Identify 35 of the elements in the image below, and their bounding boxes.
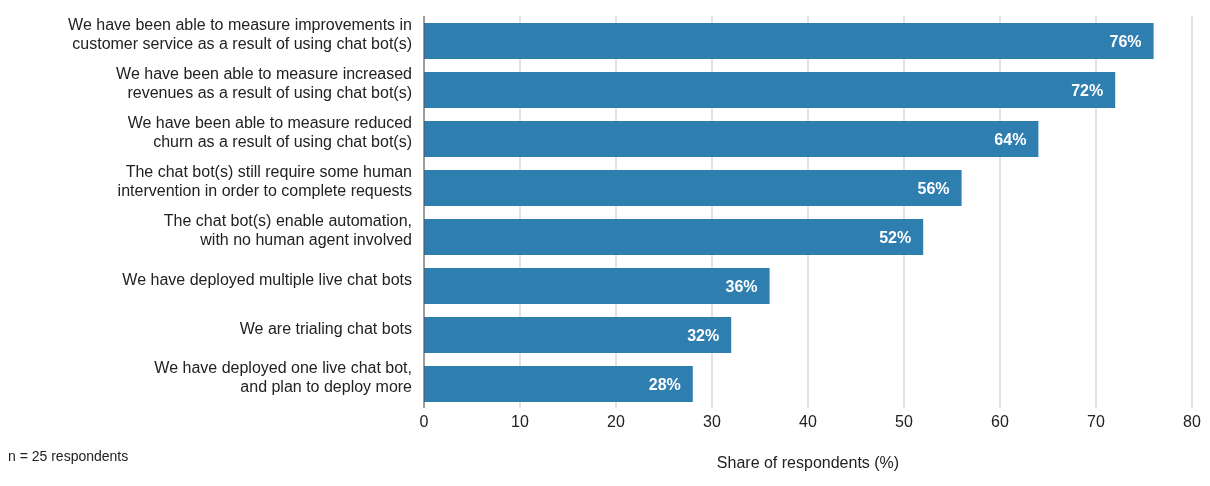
y-tick-label: We have been able to measure improvements in customer service as a result of using chat bot(s) xyxy=(68,16,412,52)
y-tick-label: The chat bot(s) still require some human intervention in order to complete requests xyxy=(117,163,412,199)
bar xyxy=(424,72,1116,108)
data-label: 52% xyxy=(879,228,912,246)
bar xyxy=(424,170,962,206)
data-label: 36% xyxy=(725,277,758,295)
x-tick-label: 80 xyxy=(1183,413,1201,431)
bar xyxy=(424,219,924,255)
y-tick-label: We have deployed one live chat bot, and plan to deploy more xyxy=(154,359,413,395)
x-tick-label: 30 xyxy=(703,413,721,431)
y-tick-label: We have been able to measure reduced churn as a result of using chat bot(s) xyxy=(127,114,412,150)
text: n = 25 respondents xyxy=(8,448,129,464)
y-tick-label: The chat bot(s) enable automation, with no human agent involved xyxy=(163,212,412,248)
data-label: 56% xyxy=(917,179,950,197)
bar xyxy=(424,23,1154,59)
x-tick-label: 70 xyxy=(1087,413,1105,431)
x-tick-label: 0 xyxy=(419,413,429,431)
bar xyxy=(424,317,732,353)
x-axis-title: Share of respondents (%) xyxy=(716,454,900,471)
data-label: 72% xyxy=(1071,81,1104,99)
x-tick-label: 50 xyxy=(895,413,913,431)
data-label: 64% xyxy=(994,130,1027,148)
bar xyxy=(424,268,770,304)
y-tick-label: We have been able to measure increased revenues as a result of using chat bot(s) xyxy=(116,65,412,101)
y-tick-label: We are trialing chat bots xyxy=(239,319,412,337)
x-tick-label: 60 xyxy=(991,413,1009,431)
data-label: 76% xyxy=(1109,32,1142,50)
data-label: 28% xyxy=(648,375,681,393)
x-tick-label: 20 xyxy=(607,413,625,431)
bar xyxy=(424,121,1039,157)
y-tick-label: We have deployed multiple live chat bots xyxy=(122,270,412,288)
bar xyxy=(424,366,693,402)
data-label: 32% xyxy=(687,326,720,344)
x-tick-label: 10 xyxy=(511,413,529,431)
x-tick-label: 40 xyxy=(799,413,817,431)
